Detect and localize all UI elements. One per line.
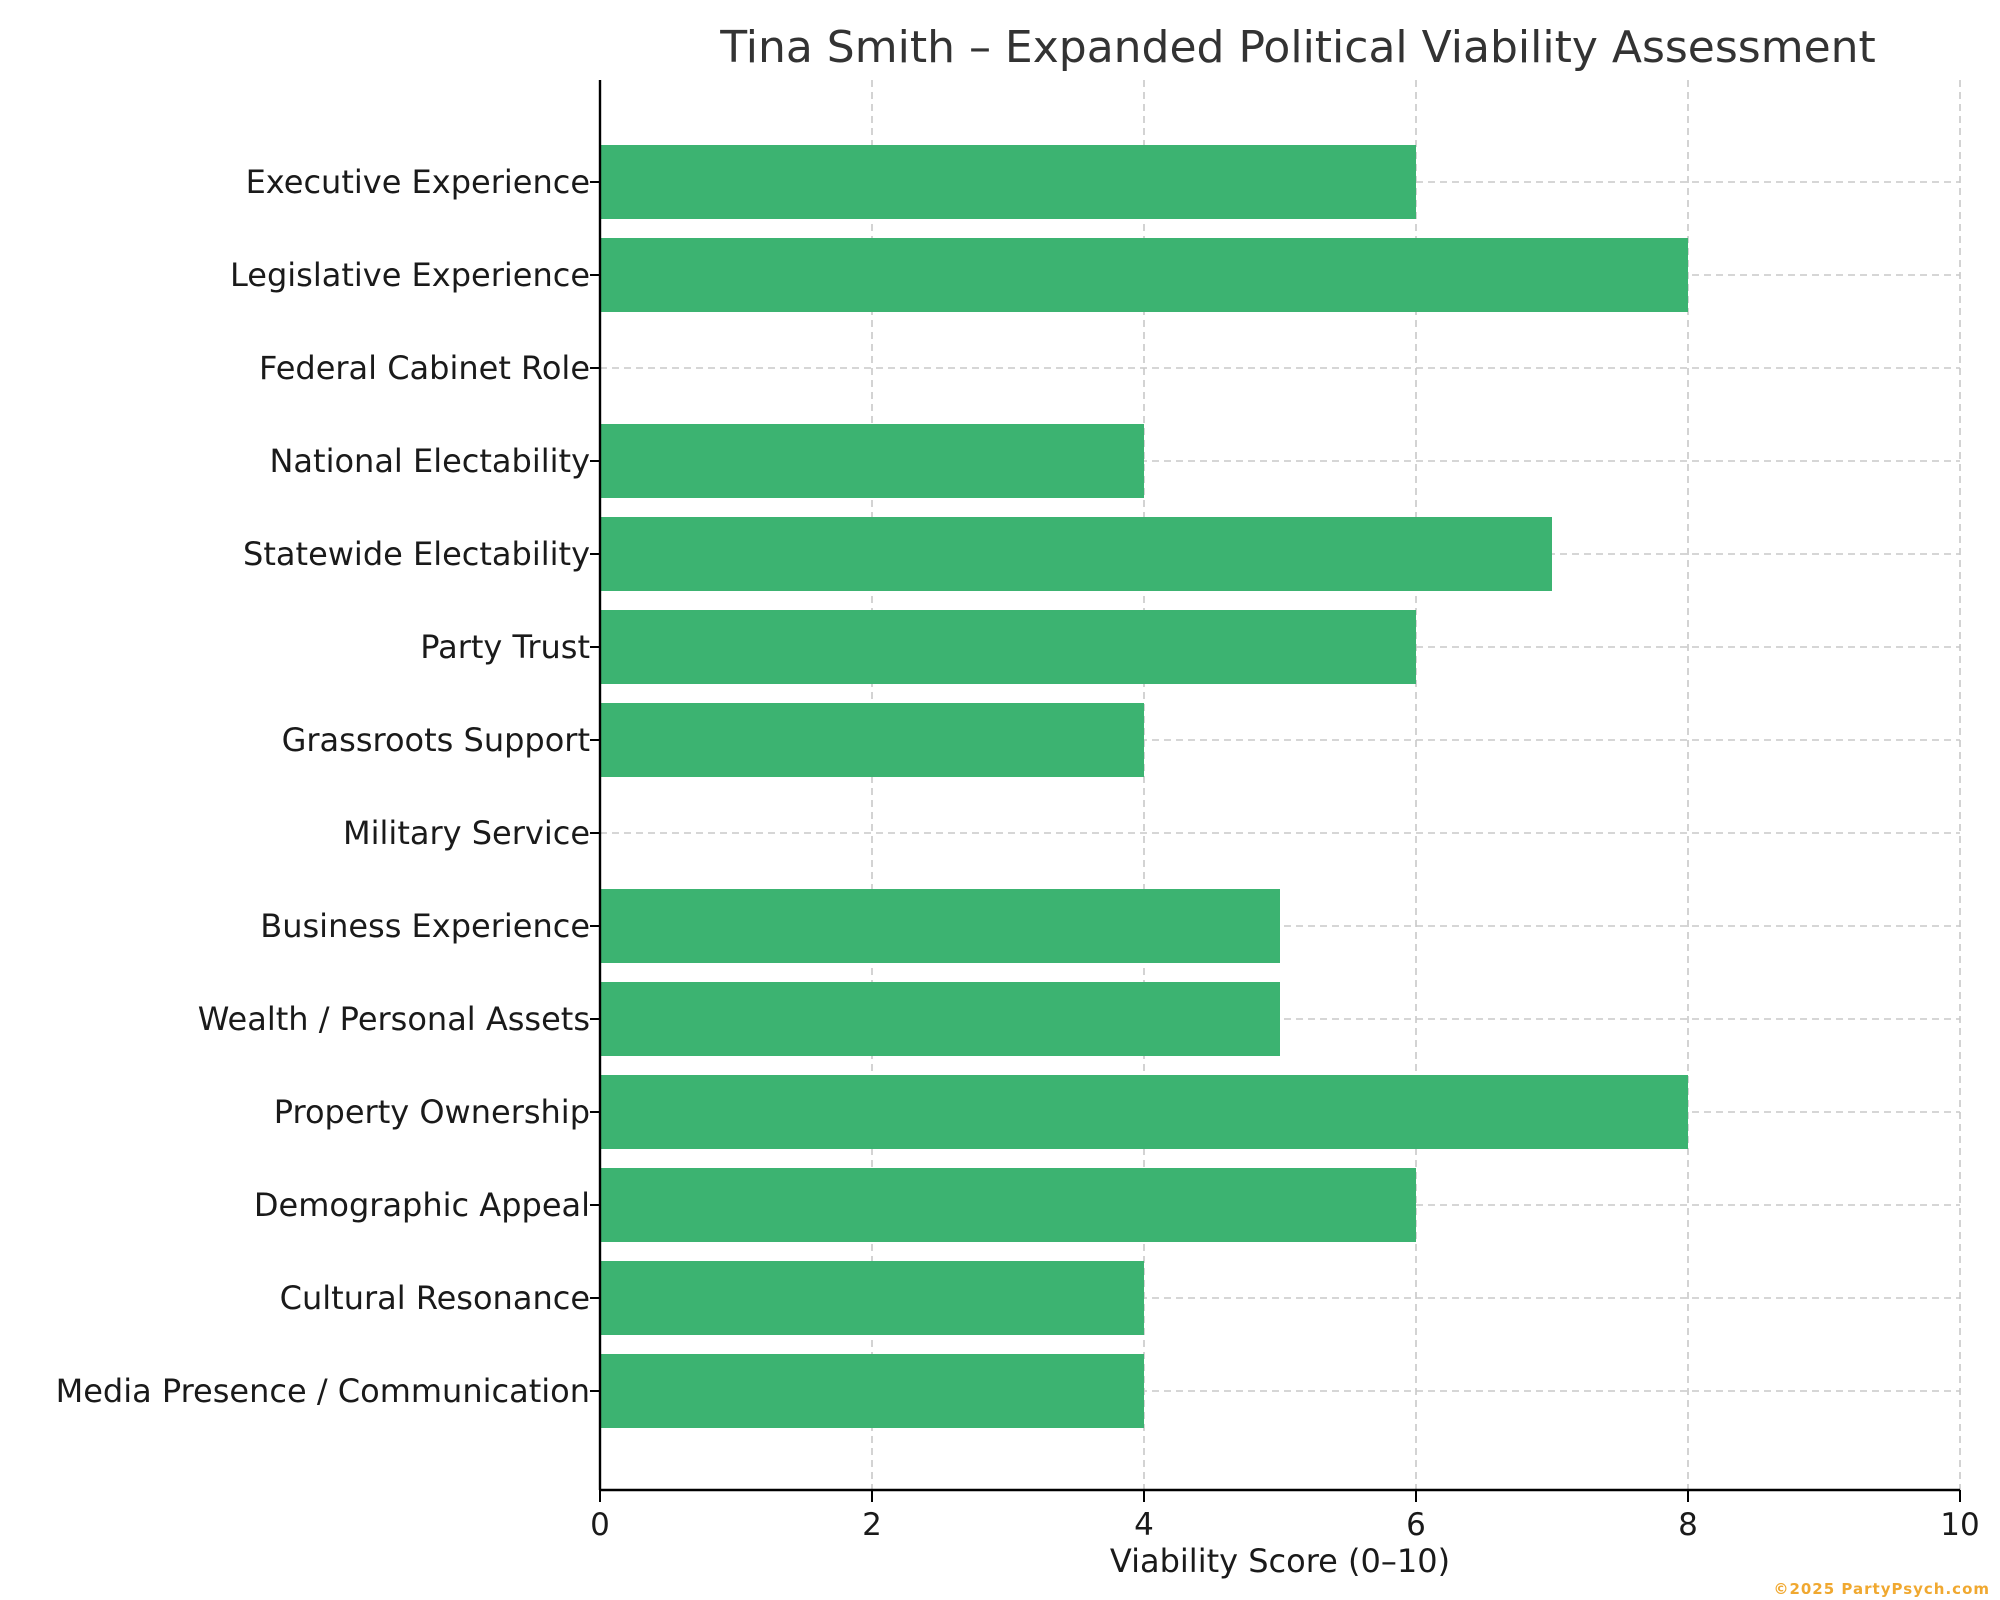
category-labels: Executive Experience Legislative Experien… [56, 163, 600, 1410]
category-label: Executive Experience [246, 163, 590, 201]
x-tick-label: 2 [862, 1507, 882, 1543]
bar [600, 1261, 1144, 1335]
bar [600, 238, 1688, 312]
category-label: Statewide Electability [243, 535, 590, 573]
x-tick-label: 10 [1940, 1507, 1979, 1543]
category-label: Grassroots Support [282, 721, 590, 759]
x-tick-label: 8 [1678, 1507, 1698, 1543]
bar [600, 889, 1280, 963]
bar [600, 1168, 1416, 1242]
category-label: Property Ownership [274, 1093, 590, 1131]
x-ticks: 0 2 4 6 8 10 [590, 1490, 1980, 1543]
x-tick-label: 0 [590, 1507, 610, 1543]
bar [600, 424, 1144, 498]
category-label: Wealth / Personal Assets [198, 1000, 590, 1038]
category-label: Media Presence / Communication [56, 1372, 590, 1410]
category-label: Demographic Appeal [254, 1186, 590, 1224]
bars [600, 145, 1688, 1428]
category-label: Cultural Resonance [280, 1279, 590, 1317]
bar [600, 703, 1144, 777]
bar [600, 1075, 1688, 1149]
category-label: Federal Cabinet Role [259, 349, 590, 387]
x-axis-label: Viability Score (0–10) [1110, 1542, 1450, 1580]
axes [598, 80, 1960, 1492]
bar [600, 982, 1280, 1056]
category-label: Business Experience [260, 907, 590, 945]
category-label: Party Trust [420, 628, 590, 666]
category-label: Military Service [343, 814, 590, 852]
bar [600, 145, 1416, 219]
grid [600, 80, 1961, 1490]
bar [600, 610, 1416, 684]
bar [600, 1354, 1144, 1428]
category-label: Legislative Experience [230, 256, 590, 294]
category-label: National Electability [269, 442, 590, 480]
watermark: ©2025 PartyPsych.com [1773, 1580, 1990, 1598]
bar [600, 517, 1552, 591]
x-tick-label: 4 [1134, 1507, 1154, 1543]
chart-title: Tina Smith – Expanded Political Viabilit… [719, 22, 1876, 73]
x-tick-label: 6 [1406, 1507, 1426, 1543]
